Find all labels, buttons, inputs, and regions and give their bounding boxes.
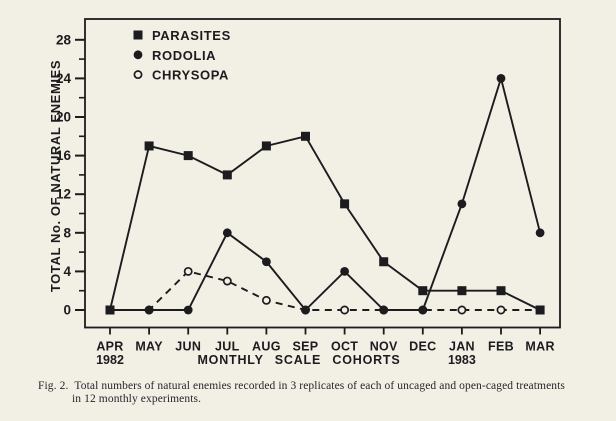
parasites-point-aug: [261, 141, 271, 151]
x-year-label: 1982: [96, 353, 124, 367]
caption-line1: Fig. 2. Total numbers of natural enemies …: [38, 380, 600, 393]
legend-marker-chrysopa: [133, 70, 143, 80]
y-tick-label: 20: [56, 110, 71, 125]
caption-text-2: in 12 monthly experiments.: [72, 392, 202, 405]
caption-label: Fig. 2.: [38, 380, 69, 392]
x-axis: APR MAY JUN JUL AUG SEP OCT NOV DEC JAN FEB MAR 1982…: [96, 327, 554, 367]
series-line-parasites: [109, 135, 541, 311]
rodolia-point-mar: [535, 228, 545, 238]
legend-label-chrysopa: CHRYSOPA: [152, 68, 229, 83]
rodolia-point-oct: [340, 267, 349, 276]
chrysopa-point-feb: [496, 305, 506, 315]
figure-caption: Fig. 2. Total numbers of natural enemies …: [38, 380, 600, 405]
x-tick-label: SEP: [293, 340, 319, 354]
rodolia-point-dec: [418, 305, 428, 315]
x-tick-label: MAR: [525, 340, 554, 354]
rodolia-point-jun: [183, 305, 193, 315]
x-tick-label: APR: [96, 340, 123, 354]
legend-marker-rodolia: [133, 50, 143, 60]
y-tick-label: 28: [56, 32, 72, 47]
legend-label-rodolia: RODOLIA: [152, 48, 216, 63]
x-year-label: 1983: [448, 353, 476, 367]
x-tick-label: AUG: [252, 340, 281, 354]
x-axis-title: MONTHLY SCALE COHORTS: [197, 353, 400, 367]
legend-label-parasites: PARASITES: [152, 28, 231, 43]
parasites-point-feb: [496, 286, 506, 296]
legend: PARASITES RODOLIA CHRYSOPA: [133, 28, 231, 83]
y-tick-label: 4: [63, 264, 71, 279]
chrysopa-point-jun: [183, 266, 193, 276]
parasites-point-sep: [301, 131, 310, 141]
x-tick-label: DEC: [409, 340, 436, 354]
parasites-point-nov: [379, 257, 389, 267]
x-tick-label: MAY: [135, 340, 163, 354]
y-tick-label: 0: [63, 303, 71, 318]
chrysopa-point-aug: [261, 295, 271, 305]
y-tick-label: 24: [56, 71, 72, 86]
series-markers: [105, 74, 545, 315]
parasites-point-may: [144, 141, 154, 151]
rodolia-point-nov: [379, 305, 389, 315]
rodolia-point-may: [144, 305, 154, 315]
y-axis-title: TOTAL No. OF NATURAL ENEMIES: [48, 60, 63, 292]
y-axis: 0 4 8 12 16 20 24 28 TOTAL No. OF NATURAL ENEMIE…: [48, 32, 85, 318]
parasites-point-jun: [183, 151, 193, 161]
rodolia-point-aug: [262, 257, 271, 267]
parasites-point-apr: [105, 305, 115, 315]
x-tick-label: NOV: [370, 340, 398, 354]
chart-svg: 0 4 8 12 16 20 24 28 TOTAL No. OF NATURAL ENEMIE…: [48, 18, 561, 367]
rodolia-point-jul: [222, 228, 232, 238]
rodolia-point-feb: [496, 74, 506, 83]
rodolia-point-sep: [301, 305, 310, 315]
parasites-point-jul: [222, 170, 232, 180]
x-tick-label: JUL: [215, 340, 240, 354]
legend-marker-parasites: [133, 30, 143, 40]
x-tick-label: FEB: [488, 340, 514, 354]
chrysopa-point-jul: [222, 276, 232, 286]
rodolia-point-jan: [457, 199, 467, 209]
y-tick-label: 8: [63, 225, 71, 240]
parasites-point-oct: [340, 199, 350, 209]
x-tick-label: JAN: [449, 340, 475, 354]
plot-frame: [84, 18, 561, 329]
y-tick-label: 16: [56, 148, 72, 163]
x-tick-label: JUN: [175, 340, 201, 354]
y-tick-label: 12: [56, 187, 71, 202]
series-line-chrysopa: [110, 270, 541, 311]
caption-text-1: Total numbers of natural enemies recorde…: [74, 380, 566, 392]
chrysopa-point-oct: [340, 305, 350, 315]
parasites-point-dec: [418, 286, 428, 296]
series-lines: [109, 74, 542, 312]
x-tick-label: OCT: [331, 340, 358, 354]
chrysopa-point-jan: [457, 305, 467, 315]
parasites-point-mar: [535, 305, 545, 315]
series-line-rodolia: [110, 74, 542, 312]
parasites-point-jan: [457, 286, 467, 296]
